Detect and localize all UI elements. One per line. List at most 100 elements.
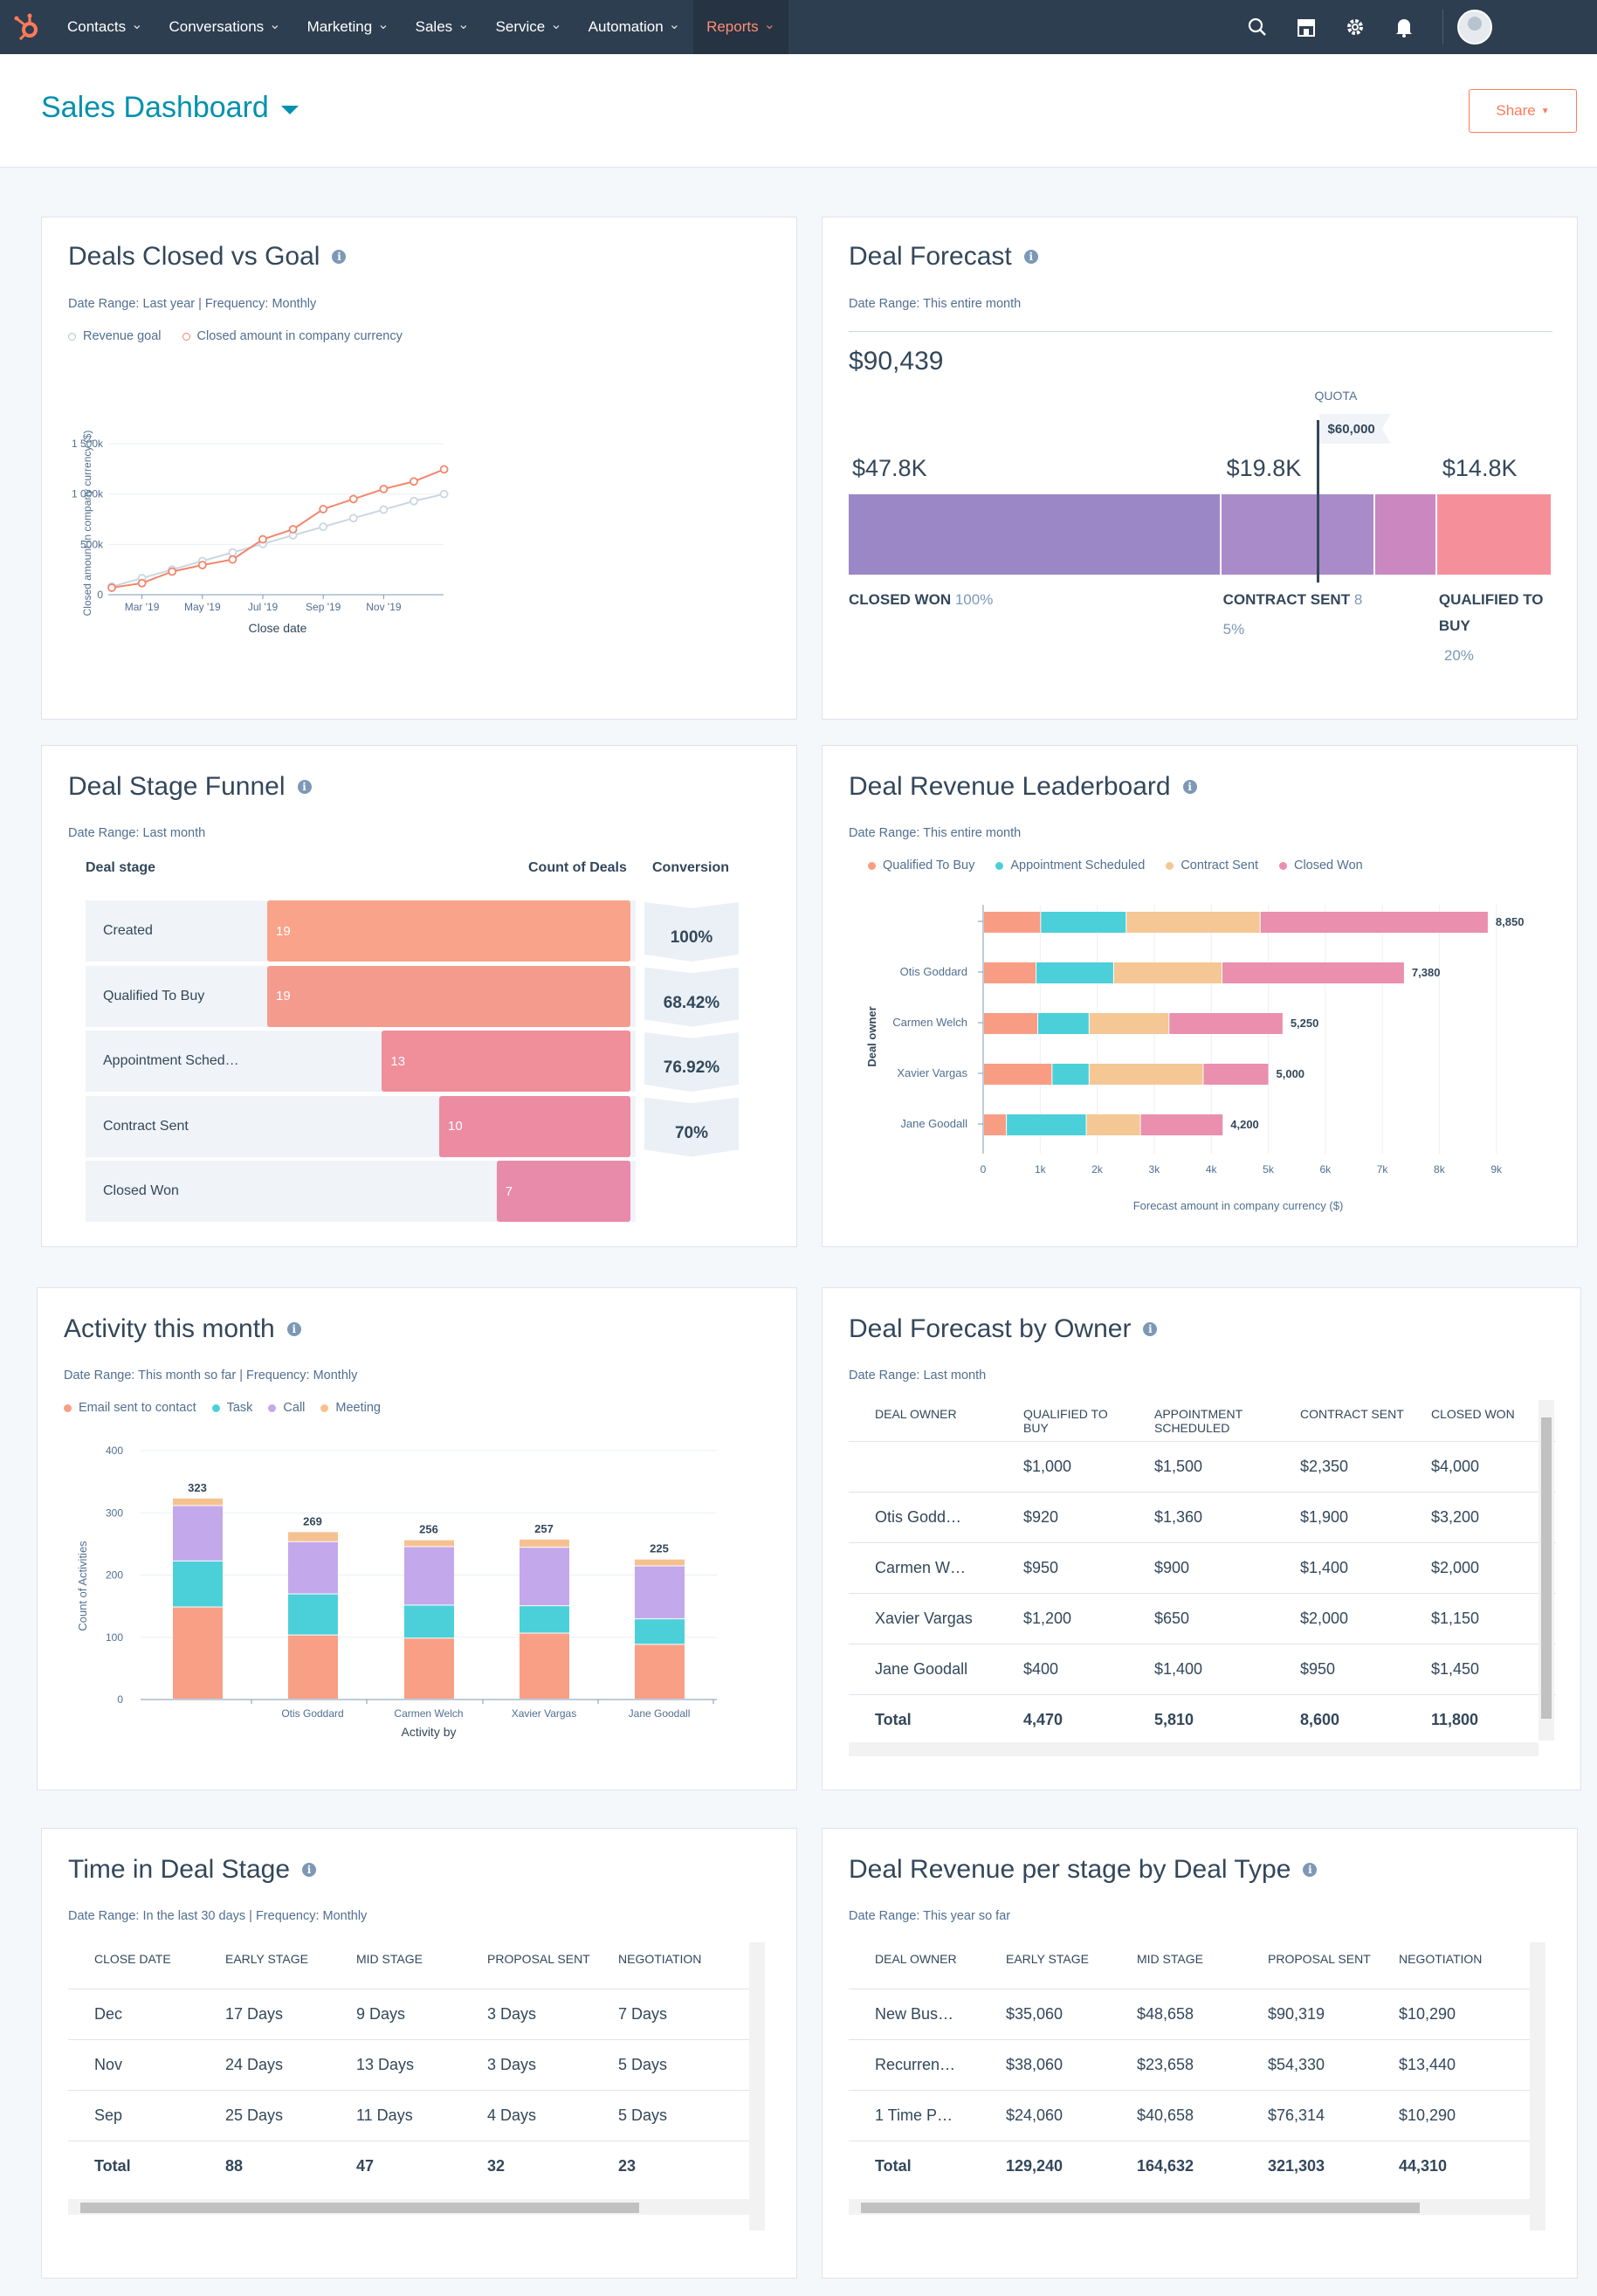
leaderboard-bar-segment[interactable] (984, 1013, 1038, 1034)
data-point[interactable] (137, 578, 147, 588)
column-header[interactable]: NEGOTIATION (618, 1952, 702, 1966)
info-icon[interactable]: i (1182, 780, 1197, 794)
data-point[interactable] (228, 555, 237, 564)
vertical-scrollbar[interactable] (1530, 1942, 1545, 2230)
leaderboard-bar-segment[interactable] (1126, 912, 1260, 933)
hubspot-logo-icon[interactable] (0, 0, 54, 54)
funnel-bar[interactable]: 7 (496, 1161, 630, 1222)
leaderboard-bar-segment[interactable] (984, 1114, 1007, 1135)
legend-item-task[interactable]: Task (211, 1401, 252, 1415)
activity-bar-segment[interactable] (404, 1547, 454, 1605)
column-header[interactable]: PROPOSAL SENT (1268, 1952, 1371, 1966)
leaderboard-bar-segment[interactable] (1038, 1013, 1089, 1034)
column-header[interactable]: EARLY STAGE (225, 1952, 308, 1966)
info-icon[interactable]: i (302, 1863, 317, 1877)
data-point[interactable] (228, 548, 237, 557)
data-point[interactable] (288, 525, 298, 534)
leaderboard-bar-segment[interactable] (1222, 962, 1404, 983)
share-button[interactable]: Share ▼ (1469, 89, 1577, 133)
activity-bar-segment[interactable] (288, 1635, 338, 1699)
funnel-bar[interactable]: 13 (382, 1031, 630, 1092)
column-header[interactable]: DEAL OWNER (875, 1407, 957, 1421)
legend-item-meeting[interactable]: Meeting (320, 1401, 381, 1415)
leaderboard-bar-segment[interactable] (1086, 1114, 1140, 1135)
leaderboard-bar-segment[interactable] (1140, 1114, 1223, 1135)
column-header[interactable]: NEGOTIATION (1399, 1952, 1483, 1966)
activity-bar-segment[interactable] (635, 1559, 685, 1566)
info-icon[interactable]: i (1023, 250, 1038, 264)
horizontal-scrollbar[interactable] (849, 1742, 1538, 1756)
activity-bar-segment[interactable] (288, 1594, 338, 1635)
data-point[interactable] (410, 496, 418, 506)
data-point[interactable] (379, 505, 389, 514)
avatar[interactable] (1457, 10, 1492, 45)
dashboard-selector[interactable]: Sales Dashboard (41, 91, 299, 125)
table-row[interactable]: Carmen W… $950 $900 $1,400 $2,000 (849, 1543, 1556, 1594)
activity-bar-segment[interactable] (173, 1561, 223, 1607)
data-point[interactable] (348, 494, 358, 504)
data-point[interactable] (410, 477, 418, 486)
leaderboard-bar-segment[interactable] (1089, 1064, 1203, 1085)
nav-item-conversations[interactable]: Conversations ⌄ (156, 0, 294, 54)
funnel-bar[interactable]: 19 (267, 965, 630, 1027)
column-header[interactable]: MID STAGE (356, 1952, 423, 1966)
legend-item-email[interactable]: Email sent to contact (64, 1401, 196, 1415)
horizontal-scrollbar[interactable] (849, 2199, 1530, 2215)
activity-bar-segment[interactable] (520, 1633, 569, 1699)
leaderboard-bar-segment[interactable] (1089, 1013, 1169, 1034)
column-header[interactable]: CLOSE DATE (94, 1952, 171, 1966)
vertical-scrollbar[interactable] (749, 1942, 765, 2230)
nav-item-reports[interactable]: Reports ⌄ (693, 0, 788, 54)
activity-bar-segment[interactable] (520, 1539, 569, 1548)
activity-bar-segment[interactable] (288, 1541, 338, 1594)
data-point[interactable] (168, 567, 177, 576)
legend-item-closed-amount[interactable]: Closed amount in company currency (182, 329, 403, 343)
leaderboard-bar-segment[interactable] (984, 912, 1041, 933)
data-point[interactable] (258, 534, 267, 544)
table-row[interactable]: Sep 25 Days 11 Days 4 Days 5 Days (68, 2091, 749, 2141)
data-point[interactable] (107, 583, 116, 592)
scrollbar-thumb[interactable] (80, 2203, 639, 2213)
activity-bar-segment[interactable] (635, 1644, 685, 1699)
legend-item-qualified[interactable]: Qualified To Buy (868, 858, 974, 872)
data-point[interactable] (319, 505, 328, 514)
column-header[interactable]: APPOINTMENT SCHEDULED (1154, 1407, 1242, 1435)
nav-item-sales[interactable]: Sales ⌄ (403, 0, 483, 54)
leaderboard-bar-segment[interactable] (984, 962, 1036, 983)
info-icon[interactable]: i (1143, 1322, 1158, 1336)
table-row[interactable]: New Bus… $35,060 $48,658 $90,319 $10,290 (849, 1989, 1530, 2040)
activity-bar-segment[interactable] (404, 1605, 454, 1638)
column-header[interactable]: DEAL OWNER (875, 1952, 957, 1966)
table-row[interactable]: Nov 24 Days 13 Days 3 Days 5 Days (68, 2040, 749, 2091)
nav-item-contacts[interactable]: Contacts ⌄ (54, 0, 156, 54)
column-header[interactable]: PROPOSAL SENT (487, 1952, 590, 1966)
legend-item-contract[interactable]: Contract Sent (1166, 858, 1258, 872)
notifications-icon[interactable] (1380, 0, 1428, 54)
leaderboard-bar-segment[interactable] (1036, 962, 1113, 983)
info-icon[interactable]: i (1303, 1863, 1318, 1877)
info-icon[interactable]: i (332, 250, 347, 264)
forecast-segment[interactable] (1221, 494, 1374, 575)
table-row[interactable]: Otis Godd… $920 $1,360 $1,900 $3,200 (849, 1493, 1556, 1543)
funnel-bar[interactable]: 10 (439, 1095, 630, 1157)
activity-bar-segment[interactable] (520, 1606, 569, 1633)
scrollbar-thumb[interactable] (1541, 1417, 1552, 1719)
leaderboard-bar-segment[interactable] (984, 1064, 1052, 1085)
table-row[interactable]: $1,000 $1,500 $2,350 $4,000 (849, 1442, 1556, 1493)
leaderboard-bar-segment[interactable] (1113, 962, 1222, 983)
leaderboard-bar-segment[interactable] (1169, 1013, 1283, 1034)
activity-bar-segment[interactable] (288, 1532, 338, 1541)
nav-item-automation[interactable]: Automation ⌄ (575, 0, 693, 54)
data-point[interactable] (379, 484, 389, 493)
info-icon[interactable]: i (286, 1322, 301, 1336)
column-header[interactable]: EARLY STAGE (1006, 1952, 1089, 1966)
table-row[interactable]: Xavier Vargas $1,200 $650 $2,000 $1,150 (849, 1594, 1556, 1644)
marketplace-icon[interactable] (1282, 0, 1331, 54)
table-row[interactable]: Dec 17 Days 9 Days 3 Days 7 Days (68, 1989, 749, 2040)
table-row[interactable]: Jane Goodall $400 $1,400 $950 $1,450 (849, 1644, 1556, 1695)
funnel-bar[interactable]: 19 (267, 900, 630, 962)
forecast-segment[interactable] (1375, 494, 1435, 575)
activity-bar-segment[interactable] (635, 1619, 685, 1644)
leaderboard-bar-segment[interactable] (1203, 1064, 1269, 1085)
activity-bar-segment[interactable] (173, 1506, 223, 1561)
